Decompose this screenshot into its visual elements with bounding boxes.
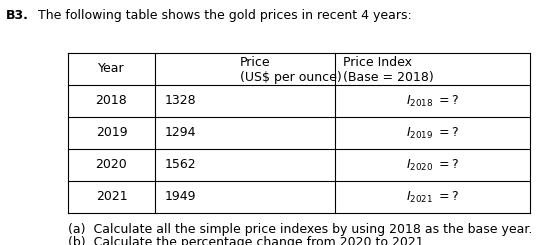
Text: B3.: B3. <box>6 9 29 22</box>
Text: (US$ per ounce): (US$ per ounce) <box>240 71 342 84</box>
Text: $I_{2019}$ $\mathregular{=?}$: $I_{2019}$ $\mathregular{=?}$ <box>406 125 459 141</box>
Text: 1562: 1562 <box>165 159 197 172</box>
Text: (Base = 2018): (Base = 2018) <box>343 71 434 84</box>
Text: 2021: 2021 <box>96 191 127 204</box>
Text: 2019: 2019 <box>96 126 127 139</box>
Text: Price Index: Price Index <box>343 56 412 69</box>
Text: $I_{2018}$ $\mathregular{=?}$: $I_{2018}$ $\mathregular{=?}$ <box>406 93 459 109</box>
Text: The following table shows the gold prices in recent 4 years:: The following table shows the gold price… <box>30 9 412 22</box>
Text: 1949: 1949 <box>165 191 197 204</box>
Text: Price: Price <box>240 56 270 69</box>
Text: (a)  Calculate all the simple price indexes by using 2018 as the base year.: (a) Calculate all the simple price index… <box>68 223 532 236</box>
Text: (b)  Calculate the percentage change from 2020 to 2021.: (b) Calculate the percentage change from… <box>68 236 428 245</box>
Text: $I_{2020}$ $\mathregular{=?}$: $I_{2020}$ $\mathregular{=?}$ <box>406 158 459 172</box>
Text: Year: Year <box>98 62 125 75</box>
Text: 2020: 2020 <box>96 159 128 172</box>
Text: 2018: 2018 <box>96 95 128 108</box>
Text: 1328: 1328 <box>165 95 197 108</box>
Text: 1294: 1294 <box>165 126 197 139</box>
Text: $I_{2021}$ $\mathregular{=?}$: $I_{2021}$ $\mathregular{=?}$ <box>406 189 459 205</box>
